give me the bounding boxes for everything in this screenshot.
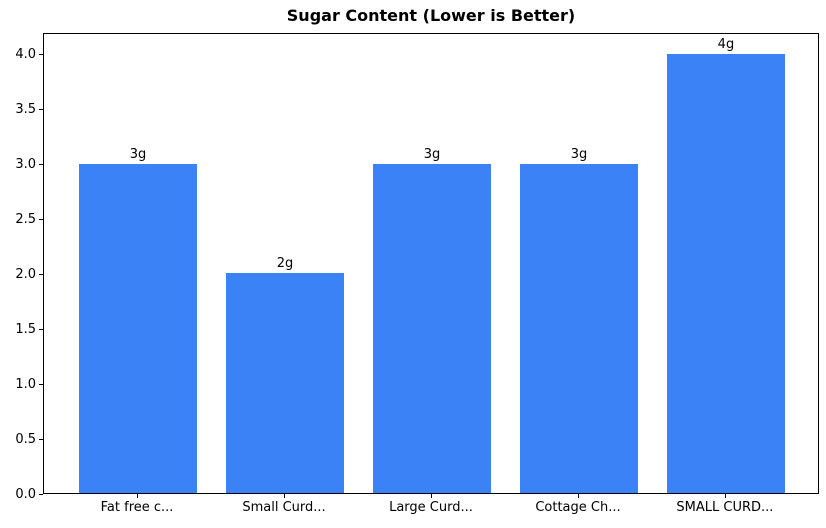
x-tick-mark [137, 494, 139, 498]
bar [520, 163, 638, 493]
bar-value-label: 4g [717, 36, 735, 52]
y-tick-mark [39, 438, 43, 440]
y-tick-mark [39, 109, 43, 111]
bar-value-label: 3g [570, 146, 588, 162]
y-tick-mark [39, 273, 43, 275]
bar [373, 163, 491, 493]
bar [79, 163, 197, 493]
x-tick-label: Cottage Ch... [535, 500, 621, 515]
y-tick-mark [39, 383, 43, 385]
y-tick-mark [39, 219, 43, 221]
y-tick-mark [39, 493, 43, 495]
y-tick-mark [39, 328, 43, 330]
y-tick-label: 4.0 [15, 47, 36, 63]
x-tick-mark [431, 494, 432, 498]
bar-value-label: 3g [129, 146, 147, 162]
x-tick-mark [724, 494, 726, 498]
bar [226, 273, 344, 493]
y-tick-label: 2.0 [15, 266, 36, 282]
x-tick-label: SMALL CURD... [676, 500, 774, 515]
bar-value-label: 2g [276, 256, 294, 272]
x-tick-label: Fat free c... [100, 500, 174, 515]
y-tick-label: 2.5 [15, 212, 36, 228]
x-tick-label: Small Curd... [242, 500, 326, 515]
bar [667, 53, 785, 493]
y-tick-label: 0.0 [15, 486, 36, 502]
y-tick-mark [39, 54, 43, 56]
y-tick-label: 3.5 [15, 102, 36, 118]
plot-area: 3g 2g 3g 3g 4g [43, 33, 819, 494]
x-tick-mark [577, 494, 579, 498]
x-tick-label: Large Curd... [389, 500, 473, 515]
bar-value-label: 3g [423, 146, 441, 162]
y-tick-mark [39, 164, 43, 166]
y-tick-label: 0.5 [15, 431, 36, 447]
y-tick-label: 1.0 [15, 376, 36, 392]
chart-title: Sugar Content (Lower is Better) [286, 6, 576, 25]
y-tick-label: 3.0 [15, 157, 36, 173]
x-tick-mark [284, 494, 286, 498]
y-tick-label: 1.5 [15, 321, 36, 337]
